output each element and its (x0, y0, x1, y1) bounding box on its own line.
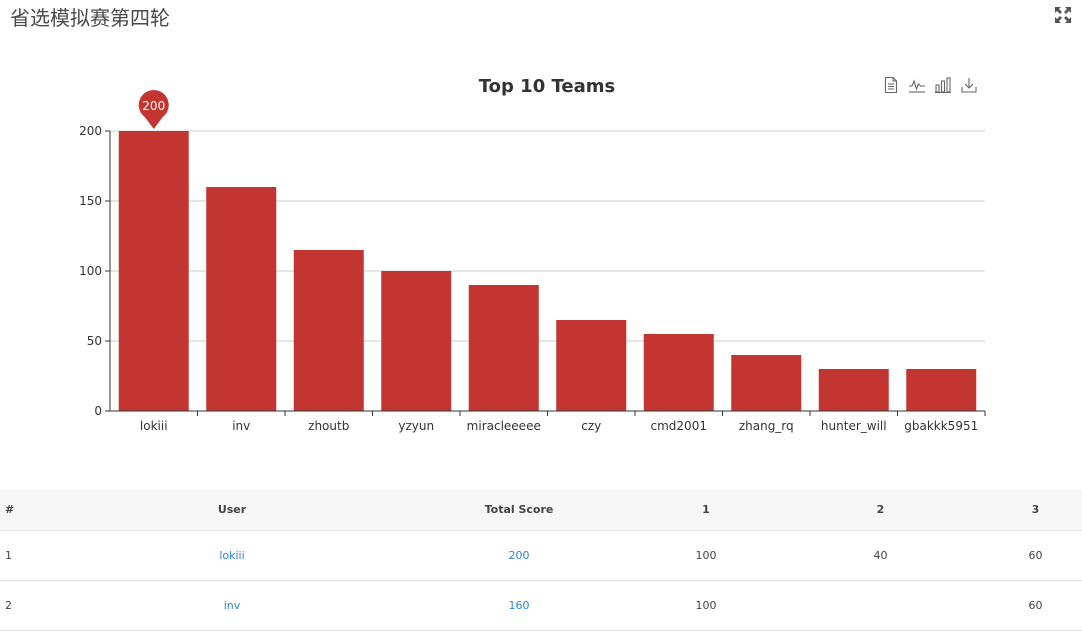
problem-1-score: 100 (640, 580, 772, 631)
total-score-link[interactable]: 160 (508, 598, 530, 612)
problem-3-score: 60 (989, 530, 1082, 581)
header-problem-2: 2 (772, 490, 989, 531)
bar[interactable] (468, 285, 539, 411)
max-marker-label: 200 (142, 99, 165, 113)
fullscreen-icon[interactable] (1054, 6, 1072, 24)
x-tick-label: cmd2001 (651, 419, 707, 433)
chart-toolbox (882, 76, 978, 94)
y-tick-label: 150 (79, 194, 102, 208)
header-problem-1: 1 (640, 490, 772, 531)
bar[interactable] (206, 187, 277, 411)
download-icon[interactable] (960, 76, 978, 94)
x-tick-label: lokiii (140, 419, 168, 433)
bar[interactable] (556, 320, 627, 411)
x-tick-label: czy (581, 419, 601, 433)
y-tick-label: 100 (79, 264, 102, 278)
total-score-cell: 200 (398, 530, 640, 581)
bar-chart-icon[interactable] (934, 76, 952, 94)
y-tick-label: 50 (87, 334, 102, 348)
user-link[interactable]: lokiii (219, 548, 245, 562)
bar[interactable] (381, 271, 452, 411)
user-cell: inv (66, 580, 398, 631)
problem-2-score: 40 (772, 530, 989, 581)
chart-title: Top 10 Teams (479, 76, 615, 97)
header-user: User (66, 490, 398, 531)
bar[interactable] (818, 369, 889, 411)
bar-chart: Top 10 Teams 0 50 100 150 200 lokiii inv zhoutb… (79, 76, 986, 433)
header-total-score: Total Score (398, 490, 640, 531)
y-tick-label: 0 (94, 404, 102, 418)
x-tick-label: zhoutb (308, 419, 349, 433)
problem-2-score (772, 580, 989, 631)
results-table-container: # User Total Score 1 2 3 1 lokiii 200 10… (0, 490, 1082, 631)
user-link[interactable]: inv (223, 598, 241, 612)
data-view-icon[interactable] (882, 76, 900, 94)
x-tick-label: gbakkk5951 (904, 419, 978, 433)
x-tick-label: inv (232, 419, 250, 433)
total-score-cell: 160 (398, 580, 640, 631)
header-problem-3: 3 (989, 490, 1082, 531)
table-row: 1 lokiii 200 100 40 60 (0, 530, 1082, 581)
x-tick-label: miracleeeee (467, 419, 541, 433)
y-tick-label: 200 (79, 124, 102, 138)
header-rank: # (0, 490, 66, 531)
line-chart-icon[interactable] (908, 76, 926, 94)
problem-1-score: 100 (640, 530, 772, 581)
page-title: 省选模拟赛第四轮 (10, 6, 170, 30)
x-tick-label: yzyun (398, 419, 434, 433)
bar[interactable] (118, 131, 189, 411)
user-cell: lokiii (66, 530, 398, 581)
table-header-row: # User Total Score 1 2 3 (0, 490, 1082, 531)
bar[interactable] (293, 250, 364, 411)
max-marker-pin (138, 90, 169, 129)
table-row: 2 inv 160 100 60 (0, 580, 1082, 631)
rank-cell: 1 (0, 530, 66, 581)
results-table: # User Total Score 1 2 3 1 lokiii 200 10… (0, 490, 1082, 631)
total-score-link[interactable]: 200 (508, 548, 530, 562)
bar[interactable] (731, 355, 802, 411)
problem-3-score: 60 (989, 580, 1082, 631)
x-tick-label: zhang_rq (739, 419, 794, 433)
bar[interactable] (906, 369, 977, 411)
rank-cell: 2 (0, 580, 66, 631)
bar[interactable] (643, 334, 714, 411)
x-tick-label: hunter_will (821, 419, 887, 433)
